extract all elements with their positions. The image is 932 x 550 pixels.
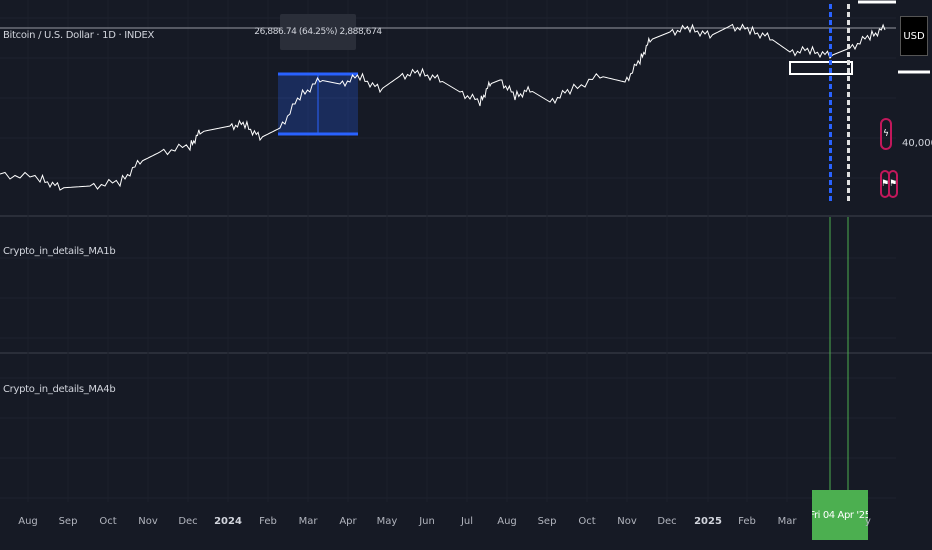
main-chart-pane[interactable] (0, 0, 932, 215)
indicator-legend-1[interactable]: Crypto_in_details_MA1b (3, 246, 116, 257)
vertical-text-white (847, 76, 850, 81)
vertical-text-blue (829, 108, 832, 113)
vertical-text-blue (829, 68, 832, 73)
time-tick: Mar (777, 516, 797, 527)
vertical-text-blue (829, 36, 832, 41)
vertical-text-blue (829, 100, 832, 105)
time-axis-trailing-tick: y (865, 516, 871, 527)
time-tick: Nov (617, 516, 637, 527)
vertical-text-white (847, 12, 850, 17)
measure-tooltip: 26,886.74 (64.25%) 2,888,674 (254, 14, 382, 50)
lightning-icon[interactable]: ϟ (880, 118, 892, 150)
vertical-text-blue (829, 164, 832, 169)
vertical-text-blue (829, 20, 832, 25)
pane-separator[interactable] (0, 352, 932, 354)
vertical-text-blue (829, 196, 832, 201)
vertical-text-white (847, 116, 850, 121)
vertical-text-white (847, 140, 850, 145)
crosshair-date-text: Fri 04 Apr '25 (812, 509, 868, 521)
vertical-text-white (847, 84, 850, 89)
time-tick: Aug (18, 516, 38, 527)
vertical-text-white (847, 180, 850, 185)
time-tick: Dec (657, 516, 677, 527)
vertical-text-blue (829, 188, 832, 193)
time-tick: Apr (339, 516, 357, 527)
vertical-text-blue (829, 84, 832, 89)
vertical-text-white (847, 108, 850, 113)
indicator-pane-2[interactable] (0, 354, 932, 502)
vertical-text-white (847, 92, 850, 97)
time-tick: Oct (578, 516, 596, 527)
vertical-text-blue (829, 60, 832, 65)
vertical-text-blue (829, 140, 832, 145)
vertical-text-white (847, 132, 850, 137)
vertical-text-blue (829, 116, 832, 121)
time-tick: 2024 (214, 516, 242, 527)
pane-separator[interactable] (0, 215, 932, 217)
vertical-text-blue (829, 132, 832, 137)
vertical-text-white (847, 60, 850, 65)
time-tick: Dec (178, 516, 198, 527)
time-tick: Oct (99, 516, 117, 527)
time-tick: Aug (497, 516, 517, 527)
vertical-text-white (847, 36, 850, 41)
vertical-text-white (847, 172, 850, 177)
vertical-text-white (847, 196, 850, 201)
time-tick: Nov (138, 516, 158, 527)
vertical-text-blue (829, 44, 832, 49)
vertical-text-blue (829, 52, 832, 57)
vertical-text-blue (829, 172, 832, 177)
vertical-text-white (847, 124, 850, 129)
vertical-text-white (847, 28, 850, 33)
price-line (0, 23, 886, 191)
time-tick: Feb (738, 516, 756, 527)
time-tick: 2025 (694, 516, 722, 527)
price-axis-label: 40,000.00 (902, 138, 932, 149)
vertical-text-blue (829, 148, 832, 153)
vertical-text-blue (829, 76, 832, 81)
time-tick: May (376, 516, 398, 527)
vertical-text-blue (829, 180, 832, 185)
time-tick: Sep (58, 516, 78, 527)
vertical-text-blue (829, 124, 832, 129)
vertical-text-white (847, 44, 850, 49)
vertical-text-white (847, 188, 850, 193)
time-tick: Jul (460, 516, 474, 527)
vertical-text-white (847, 4, 850, 9)
vertical-text-blue (829, 28, 832, 33)
crosshair-date-label: Fri 04 Apr '25 (812, 490, 868, 540)
currency-button[interactable]: USD (900, 16, 928, 56)
vertical-text-white (847, 20, 850, 25)
vertical-text-white (847, 68, 850, 73)
time-tick: Mar (298, 516, 318, 527)
symbol-legend[interactable]: Bitcoin / U.S. Dollar · 1D · INDEX (3, 30, 155, 41)
vertical-text-white (847, 148, 850, 153)
indicator-pane-1[interactable] (0, 217, 932, 352)
vertical-text-white (847, 100, 850, 105)
vertical-text-white (847, 52, 850, 57)
vertical-text-blue (829, 12, 832, 17)
vertical-text-blue (829, 92, 832, 97)
indicator-legend-2[interactable]: Crypto_in_details_MA4b (3, 384, 116, 395)
time-tick: Jun (419, 516, 435, 527)
vertical-text-white (847, 156, 850, 161)
highlight-box (789, 61, 853, 75)
vertical-text-blue (829, 4, 832, 9)
vertical-text-blue (829, 156, 832, 161)
time-tick: Feb (259, 516, 277, 527)
time-tick: Sep (537, 516, 557, 527)
flag-icon[interactable]: ⚑ (888, 170, 898, 198)
vertical-text-white (847, 164, 850, 169)
